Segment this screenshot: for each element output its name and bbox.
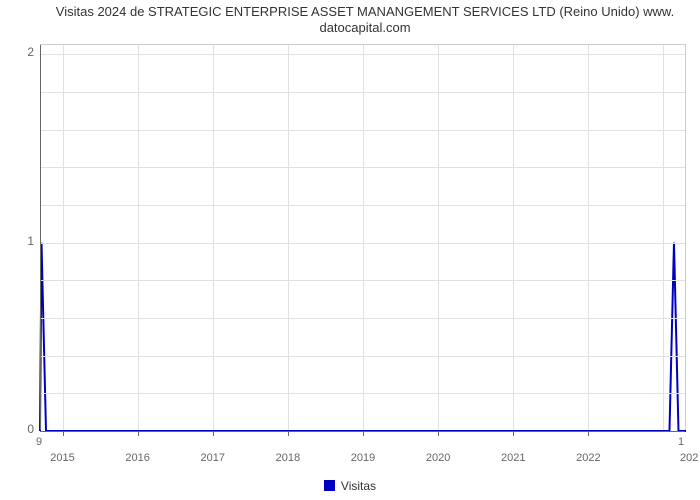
plot-area xyxy=(40,44,686,430)
gridline-v xyxy=(213,45,214,430)
x-tick-mark xyxy=(513,431,514,436)
legend-label: Visitas xyxy=(341,479,376,493)
x-tick-label: 2016 xyxy=(125,452,149,464)
x-tick-mark xyxy=(63,431,64,436)
x-tick-label: 2018 xyxy=(276,452,300,464)
gridline-v xyxy=(363,45,364,430)
y-tick-label: 1 xyxy=(27,234,34,248)
chart-title-line1: Visitas 2024 de STRATEGIC ENTERPRISE ASS… xyxy=(56,4,674,19)
gridline-v xyxy=(588,45,589,430)
y-tick-label: 0 xyxy=(27,422,34,436)
legend-swatch xyxy=(324,480,335,491)
x-tick-mark xyxy=(363,431,364,436)
x-tick-label: 2022 xyxy=(576,452,600,464)
y-axis-line xyxy=(40,45,41,430)
gridline-v xyxy=(438,45,439,430)
x-tick-label: 2020 xyxy=(426,452,450,464)
legend: Visitas xyxy=(0,478,700,493)
chart-title: Visitas 2024 de STRATEGIC ENTERPRISE ASS… xyxy=(40,4,690,37)
visits-chart: Visitas 2024 de STRATEGIC ENTERPRISE ASS… xyxy=(0,0,700,500)
x-tick-label: 2015 xyxy=(50,452,74,464)
x-tick-mark xyxy=(138,431,139,436)
start-count-label: 9 xyxy=(36,436,42,448)
end-count-label: 1 xyxy=(678,436,684,448)
gridline-v xyxy=(63,45,64,430)
x-tick-mark xyxy=(438,431,439,436)
x-tick-mark xyxy=(213,431,214,436)
x-tick-label: 2021 xyxy=(501,452,525,464)
x-tick-mark xyxy=(288,431,289,436)
gridline-v xyxy=(513,45,514,430)
x-tick-label-partial: 202 xyxy=(680,452,698,464)
x-tick-label: 2017 xyxy=(201,452,225,464)
gridline-v xyxy=(138,45,139,430)
gridline-v xyxy=(288,45,289,430)
gridline-v xyxy=(663,45,664,430)
y-tick-label: 2 xyxy=(27,45,34,59)
chart-title-line2: datocapital.com xyxy=(319,20,410,35)
x-tick-mark xyxy=(588,431,589,436)
x-tick-label: 2019 xyxy=(351,452,375,464)
